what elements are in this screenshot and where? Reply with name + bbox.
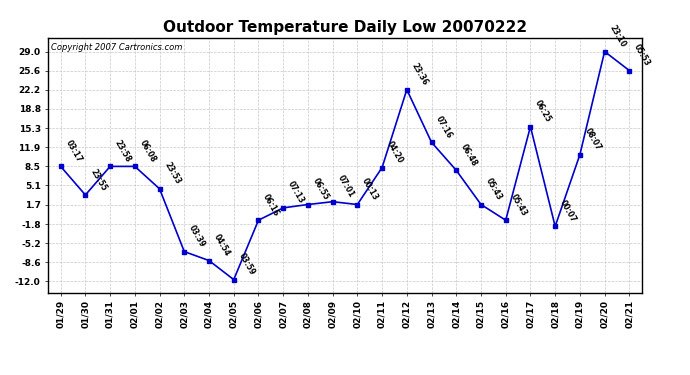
Text: 00:07: 00:07	[558, 198, 578, 223]
Text: 06:08: 06:08	[137, 138, 157, 164]
Text: 08:07: 08:07	[582, 126, 602, 152]
Text: 23:10: 23:10	[607, 23, 627, 49]
Text: 03:39: 03:39	[187, 224, 207, 249]
Text: 23:36: 23:36	[410, 62, 429, 87]
Text: 03:17: 03:17	[63, 138, 83, 164]
Text: 04:20: 04:20	[385, 140, 405, 165]
Text: 05:43: 05:43	[509, 192, 529, 217]
Text: 23:53: 23:53	[162, 161, 182, 186]
Text: 03:59: 03:59	[237, 252, 256, 277]
Text: 06:48: 06:48	[459, 142, 479, 168]
Title: Outdoor Temperature Daily Low 20070222: Outdoor Temperature Daily Low 20070222	[163, 20, 527, 35]
Text: 23:55: 23:55	[88, 167, 108, 192]
Text: 04:54: 04:54	[212, 232, 232, 258]
Text: 05:53: 05:53	[632, 43, 652, 68]
Text: 06:55: 06:55	[310, 177, 331, 202]
Text: 06:16: 06:16	[262, 192, 281, 217]
Text: 05:43: 05:43	[484, 177, 504, 202]
Text: 07:13: 07:13	[286, 180, 306, 205]
Text: 00:13: 00:13	[360, 176, 380, 202]
Text: 06:25: 06:25	[533, 99, 553, 124]
Text: 23:58: 23:58	[113, 138, 132, 164]
Text: Copyright 2007 Cartronics.com: Copyright 2007 Cartronics.com	[51, 43, 183, 52]
Text: 07:01: 07:01	[335, 173, 355, 199]
Text: 07:16: 07:16	[434, 114, 454, 140]
